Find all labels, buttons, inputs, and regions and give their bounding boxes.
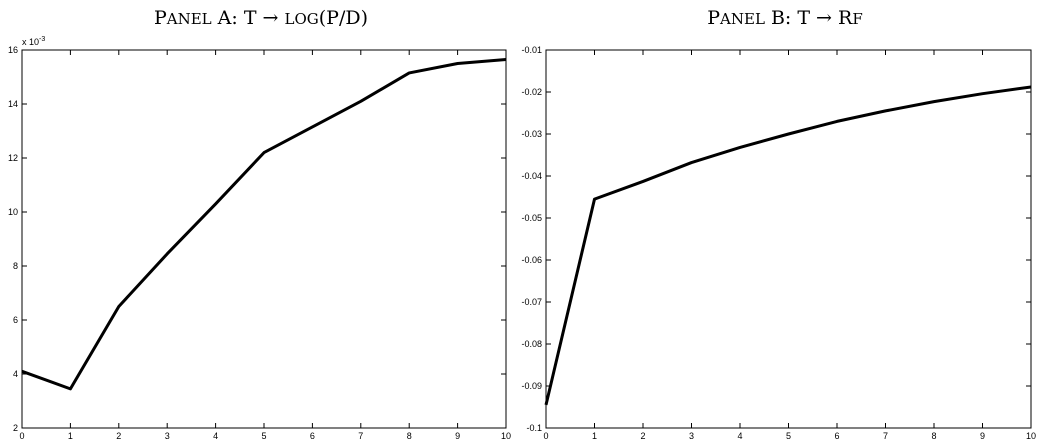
panel-a-x-tick-label: 8 (407, 431, 412, 441)
panel-b-x-tick-label: 8 (931, 431, 936, 441)
panel-b-x-tick-label: 6 (834, 431, 839, 441)
panel-a-y-tick-label: 10 (8, 207, 18, 217)
panel-b-x-tick-label: 4 (737, 431, 742, 441)
panel-b-x-tick-label: 1 (592, 431, 597, 441)
panel-a-x-tick-label: 10 (501, 431, 511, 441)
panel-a-y-tick-label: 12 (8, 153, 18, 163)
panel-b-x-tick-label: 10 (1026, 431, 1036, 441)
panel-b-ticks: 0 1 2 3 4 5 6 7 8 9 10 -0.1 -0.09 -0.08 -0.07 -0.06 -0.0… (521, 45, 1036, 441)
panel-b-series-line (544, 85, 1032, 406)
panel-b-y-tick-label: -0.02 (521, 87, 542, 97)
panel-b-title: PANEL B: T → RF (707, 7, 863, 29)
panel-b-y-tick-label: -0.03 (521, 129, 542, 139)
panel-a-y-multiplier: x 10-3 (22, 36, 45, 47)
panel-a-y-tick-label: 16 (8, 45, 18, 55)
panel-a-y-tick-label: 4 (13, 369, 18, 379)
panel-b-axes-frame (545, 49, 1032, 429)
panel-a-x-tick-label: 9 (455, 431, 460, 441)
panel-a-y-tick-label: 8 (13, 261, 18, 271)
panel-a-x-tick-label: 4 (213, 431, 218, 441)
panel-a-x-tick-label: 7 (358, 431, 363, 441)
panel-b-x-tick-label: 3 (689, 431, 694, 441)
panel-b-y-tick-label: -0.07 (521, 297, 542, 307)
panel-a-y-tick-label: 14 (8, 99, 18, 109)
panel-b-y-tick-label: -0.06 (521, 255, 542, 265)
panel-b-y-tick-label: -0.04 (521, 171, 542, 181)
panel-b-y-tick-label: -0.09 (521, 381, 542, 391)
panel-a-y-tick-label: 6 (13, 315, 18, 325)
panel-a-x-tick-label: 6 (310, 431, 315, 441)
panel-b-y-tick-label: -0.01 (521, 45, 542, 55)
panel-a-x-tick-label: 3 (165, 431, 170, 441)
panel-a-axes-frame (21, 49, 507, 429)
panel-b-x-tick-label: 9 (980, 431, 985, 441)
panel-a-x-tick-label: 0 (19, 431, 24, 441)
panel-b-y-tick-label: -0.05 (521, 213, 542, 223)
panel-b-y-tick-label: -0.08 (521, 339, 542, 349)
panel-b-y-tick-label: -0.1 (526, 423, 542, 433)
panel-b-x-tick-label: 2 (640, 431, 645, 441)
panel-a-title: PANEL A: T → LOG(P/D) (154, 7, 368, 29)
panel-a-y-tick-label: 2 (13, 423, 18, 433)
panel-a-x-tick-label: 5 (261, 431, 266, 441)
panel-a-x-tick-label: 1 (68, 431, 73, 441)
panel-b: PANEL B: T → RF 0 1 2 3 4 5 6 7 8 9 10 -0.1 -0.09 -0.… (521, 7, 1036, 441)
panel-a-series-line (21, 57, 507, 391)
panel-b-x-tick-label: 0 (543, 431, 548, 441)
panel-a-x-tick-label: 2 (116, 431, 121, 441)
panel-b-x-tick-label: 7 (883, 431, 888, 441)
panel-b-x-tick-label: 5 (786, 431, 791, 441)
